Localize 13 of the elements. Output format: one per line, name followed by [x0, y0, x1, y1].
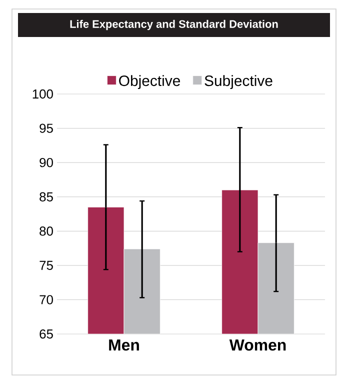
- y-tick-label: 75: [40, 260, 53, 270]
- y-tick-label: 80: [40, 226, 53, 236]
- chart-title: Life Expectancy and Standard Deviation: [70, 20, 278, 30]
- y-tick-label: 90: [40, 158, 53, 168]
- y-tick-label: 100: [32, 89, 53, 99]
- y-tick-label: 70: [40, 295, 53, 304]
- legend-label: Objective: [119, 75, 180, 90]
- y-tick-label: 65: [40, 329, 53, 339]
- y-tick-label: 85: [40, 192, 53, 202]
- legend-label: Subjective: [204, 75, 272, 90]
- y-tick-label: 95: [40, 124, 53, 133]
- x-tick-label: Women: [229, 340, 286, 351]
- x-tick-label: Men: [109, 340, 139, 351]
